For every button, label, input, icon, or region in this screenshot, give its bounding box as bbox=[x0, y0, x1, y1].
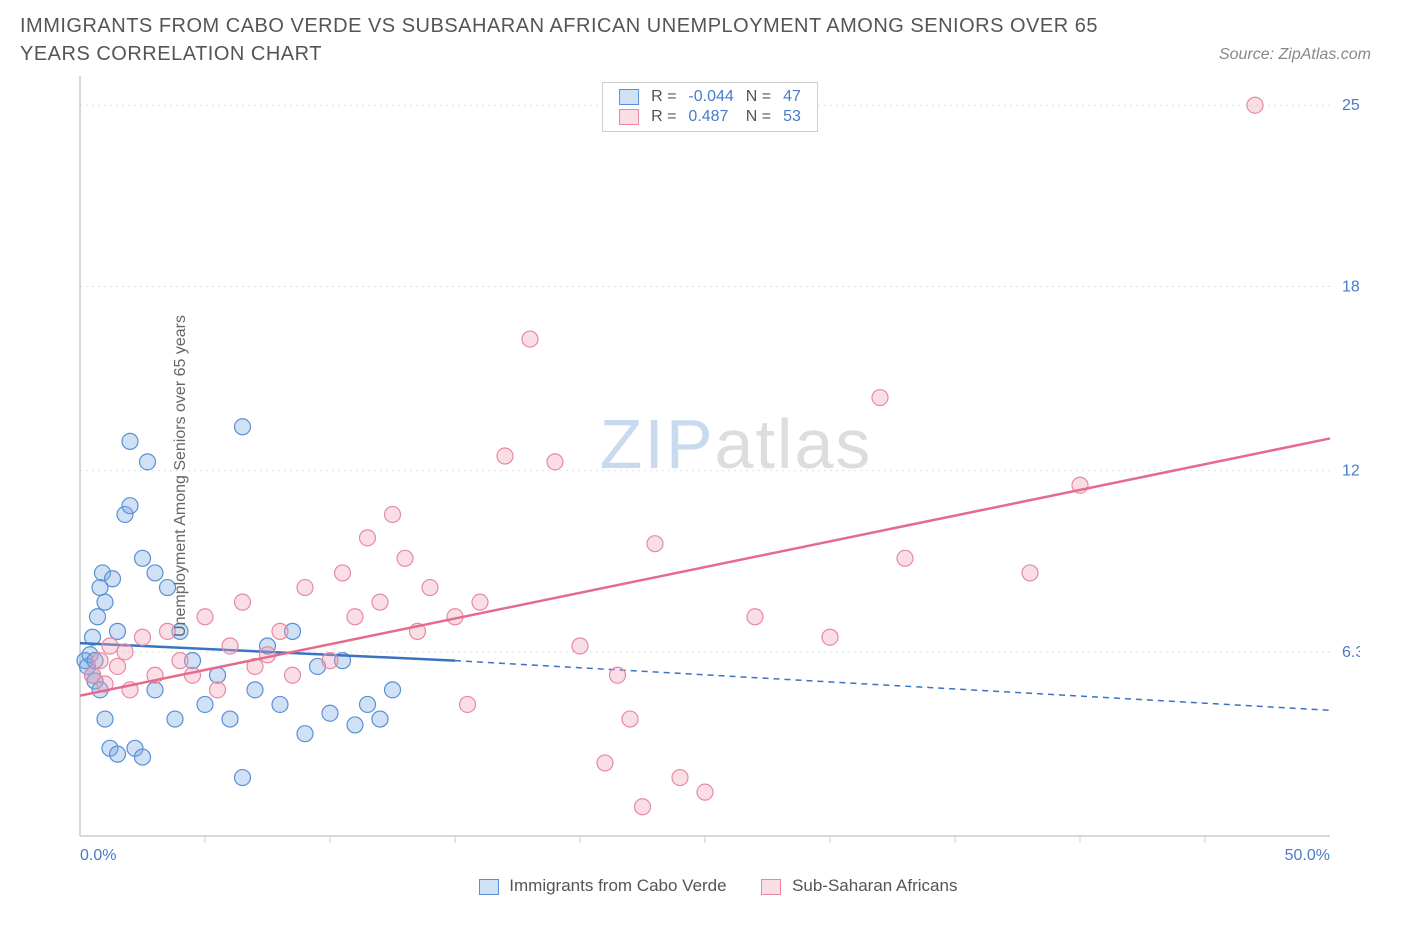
n-value-subsaharan: 53 bbox=[777, 107, 807, 127]
series-label-subsaharan: Sub-Saharan Africans bbox=[792, 876, 957, 895]
chart-area: Unemployment Among Seniors over 65 years… bbox=[60, 76, 1360, 876]
swatch-subsaharan-bottom bbox=[761, 879, 781, 895]
svg-text:6.3%: 6.3% bbox=[1342, 644, 1360, 661]
swatch-cabo bbox=[619, 89, 639, 105]
r-value-cabo: -0.044 bbox=[682, 87, 739, 107]
legend-row-subsaharan: R =0.487 N =53 bbox=[613, 107, 807, 127]
legend-row-cabo: R =-0.044 N =47 bbox=[613, 87, 807, 107]
series-label-cabo: Immigrants from Cabo Verde bbox=[509, 876, 726, 895]
svg-text:0.0%: 0.0% bbox=[80, 847, 116, 864]
svg-text:12.5%: 12.5% bbox=[1342, 463, 1360, 480]
swatch-subsaharan bbox=[619, 109, 639, 125]
chart-title: IMMIGRANTS FROM CABO VERDE VS SUBSAHARAN… bbox=[20, 12, 1120, 68]
svg-text:25.0%: 25.0% bbox=[1342, 97, 1360, 114]
y-axis-label: Unemployment Among Seniors over 65 years bbox=[172, 315, 190, 637]
x-axis-legend: Immigrants from Cabo Verde Sub-Saharan A… bbox=[0, 876, 1406, 896]
svg-text:18.8%: 18.8% bbox=[1342, 278, 1360, 295]
correlation-legend: R =-0.044 N =47 R =0.487 N =53 bbox=[602, 82, 818, 132]
source-attribution: Source: ZipAtlas.com bbox=[1219, 46, 1386, 68]
r-value-subsaharan: 0.487 bbox=[682, 107, 739, 127]
scatter-plot-svg: 6.3% 12.5% 18.8% 25.0% 0.0% 50.0% bbox=[60, 76, 1360, 876]
svg-text:50.0%: 50.0% bbox=[1285, 847, 1330, 864]
swatch-cabo-bottom bbox=[479, 879, 499, 895]
n-value-cabo: 47 bbox=[777, 87, 807, 107]
header: IMMIGRANTS FROM CABO VERDE VS SUBSAHARAN… bbox=[0, 0, 1406, 68]
